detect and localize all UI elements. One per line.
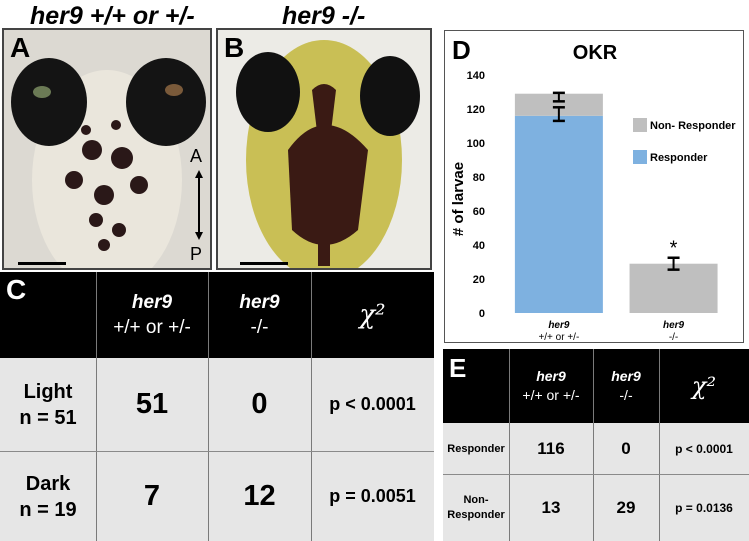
table-e-col-chi: χ² [691,372,717,400]
photo-panel-b: B [216,28,432,270]
table-e-row-nonresponder-mut: 29 [616,498,636,517]
table-e-row-nonresponder-label: Non- Responder [447,494,505,521]
table-c-header [0,272,434,358]
table-c-col-chi: χ² [359,300,386,330]
table-e-row-responder-mut: 0 [621,438,631,458]
table-c: C her9 +/+ or +/- her9 -/- χ² Light n = … [0,272,434,541]
table-e-row-responder-wt: 116 [537,438,565,458]
table-e-col-mut: her9 -/- [611,368,641,403]
table-c-row-dark-label: Dark n = 19 [19,472,77,521]
y-tick-label: 40 [473,240,485,252]
scale-bar-b [240,262,288,265]
panel-label-a: A [10,32,31,63]
table-e: E her9 +/+ or +/- her9 -/- χ² Responder … [443,349,749,541]
bar-nonresponder [629,263,718,313]
header-mut-genotype: her9 -/- [282,2,366,30]
table-c-col-wt: her9 +/+ or +/- [113,292,191,338]
y-tick-label: 20 [473,274,485,286]
table-e-col-wt: her9 +/+ or +/- [522,368,580,403]
table-e-header [443,349,749,423]
significance-asterisk: * [670,237,678,259]
y-tick-label: 100 [467,138,485,150]
photo-panel-a: A A P [2,28,212,270]
y-tick-label: 120 [467,104,485,116]
table-c-row-dark-p: p = 0.0051 [329,486,416,506]
table-e-row-nonresponder-wt: 13 [541,498,561,517]
larva-mut-image [218,30,430,268]
legend-label: Responder [650,152,708,164]
panel-label-b: B [224,32,245,63]
x-tick-label-genotype: -/- [669,332,678,342]
table-e-row-responder-p: p < 0.0001 [675,441,733,456]
chart-title: OKR [573,42,618,64]
y-tick-label: 0 [479,308,485,320]
table-c-col-mut: her9 -/- [239,292,280,338]
x-tick-label-genotype: +/+ or +/- [538,332,579,342]
bar-responder [514,115,603,313]
table-e-row-responder-label: Responder [447,442,505,455]
orientation-anterior: A [190,146,203,166]
chart-ylabel: # of larvae [450,162,467,236]
legend-swatch [633,150,647,164]
panel-label-c: C [6,274,27,305]
table-c-row-dark-wt: 7 [143,480,161,512]
panel-label-d: D [452,35,471,65]
larva-wt-image [4,30,210,268]
table-c-row-light-label: Light n = 51 [19,380,77,429]
bar-nonresponder [514,93,603,116]
table-c-row-dark-mut: 12 [243,480,276,512]
table-c-row-light-wt: 51 [135,388,169,420]
orientation-posterior: P [190,244,203,264]
legend-swatch [633,118,647,132]
x-tick-label-gene: her9 [663,320,685,331]
legend-label: Non- Responder [650,120,736,132]
table-c-row-light-mut: 0 [251,388,268,420]
y-tick-label: 60 [473,206,485,218]
scale-bar-a [18,262,66,265]
x-tick-label-gene: her9 [548,320,570,331]
y-tick-label: 80 [473,172,485,184]
table-e-row-nonresponder-p: p = 0.0136 [675,501,733,515]
table-c-row-light-p: p < 0.0001 [329,394,416,414]
okr-chart: D OKR # of larvae 0 20 40 60 80 100 120 140 her9… [450,35,736,343]
y-tick-label: 140 [467,70,485,82]
header-wt-genotype: her9 +/+ or +/- [30,2,195,30]
panel-label-e: E [449,353,467,383]
chart-panel-d: D OKR # of larvae 0 20 40 60 80 100 120 140 her9… [444,30,744,343]
orientation-arrow [195,170,203,240]
